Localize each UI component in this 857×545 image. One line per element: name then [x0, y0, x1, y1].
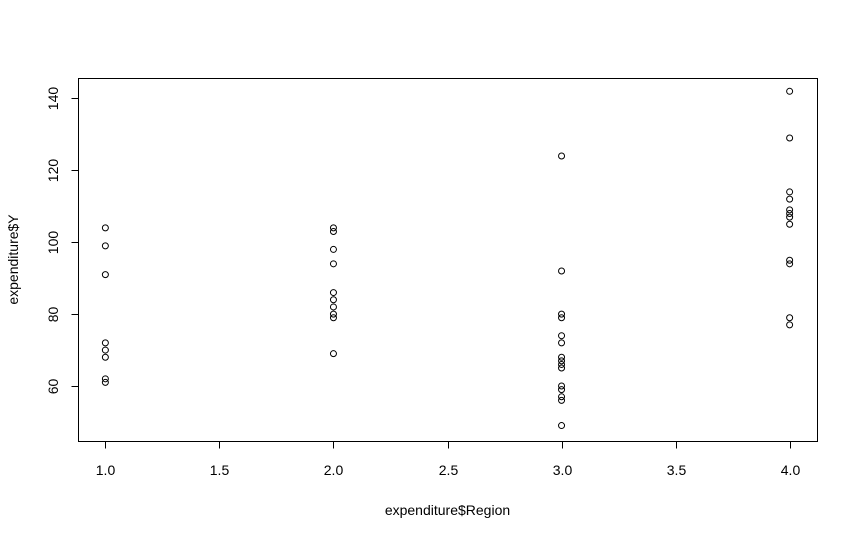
- x-axis: 1.0 1.5 2.0 2.5 3.0 3.5 4.0: [96, 441, 801, 478]
- y-axis-label: expenditure$Y: [5, 214, 21, 305]
- data-point: [786, 134, 794, 142]
- data-point: [786, 188, 794, 196]
- data-point: [101, 378, 109, 386]
- data-point: [558, 267, 566, 275]
- data-point: [786, 260, 794, 268]
- x-tick-label: 3.0: [553, 462, 573, 478]
- data-point: [558, 396, 566, 404]
- data-point: [101, 242, 109, 250]
- x-tick-label: 4.0: [781, 462, 801, 478]
- data-point: [558, 386, 566, 394]
- data-point: [329, 314, 337, 322]
- data-point: [558, 332, 566, 340]
- data-point: [786, 209, 794, 217]
- data-point: [329, 303, 337, 311]
- data-point: [786, 256, 794, 264]
- data-point: [786, 213, 794, 221]
- x-axis-label: expenditure$Region: [385, 502, 510, 518]
- data-point: [329, 289, 337, 297]
- data-point: [558, 339, 566, 347]
- y-axis: 60 80 100 120 140: [45, 87, 79, 395]
- y-tick-label: 80: [45, 307, 61, 323]
- data-point: [786, 195, 794, 203]
- data-point: [558, 382, 566, 390]
- y-tick-label: 60: [45, 379, 61, 395]
- data-point: [329, 245, 337, 253]
- data-point: [786, 321, 794, 329]
- data-point: [329, 227, 337, 235]
- data-point: [558, 393, 566, 401]
- y-tick-label: 100: [45, 231, 61, 255]
- data-point: [329, 224, 337, 232]
- x-tick-label: 2.5: [439, 462, 459, 478]
- x-tick-label: 1.5: [210, 462, 230, 478]
- data-point: [101, 271, 109, 279]
- y-tick-label: 120: [45, 159, 61, 183]
- data-point: [329, 260, 337, 268]
- data-point: [786, 314, 794, 322]
- y-tick-label: 140: [45, 87, 61, 111]
- x-tick-label: 2.0: [324, 462, 344, 478]
- data-point: [558, 364, 566, 372]
- data-point: [329, 310, 337, 318]
- data-point: [558, 314, 566, 322]
- data-point: [786, 206, 794, 214]
- x-tick-label: 3.5: [667, 462, 687, 478]
- data-point: [101, 224, 109, 232]
- data-point: [329, 350, 337, 358]
- data-point: [786, 220, 794, 228]
- data-point: [101, 346, 109, 354]
- data-point: [558, 422, 566, 430]
- data-point: [101, 339, 109, 347]
- data-point: [558, 353, 566, 361]
- data-point: [786, 87, 794, 95]
- data-point: [101, 375, 109, 383]
- data-point: [329, 296, 337, 304]
- data-points: [101, 87, 794, 430]
- data-point: [558, 357, 566, 365]
- data-point: [558, 152, 566, 160]
- data-point: [558, 360, 566, 368]
- data-point: [101, 353, 109, 361]
- x-tick-label: 1.0: [96, 462, 116, 478]
- data-point: [558, 310, 566, 318]
